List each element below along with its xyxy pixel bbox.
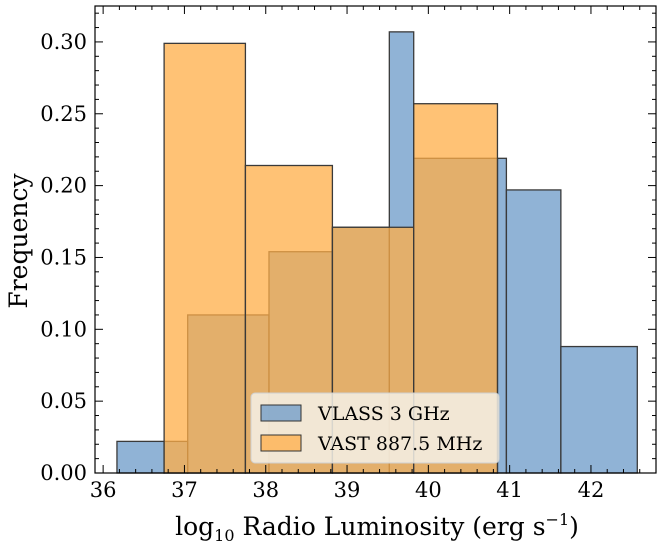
axis-ticks — [95, 6, 657, 474]
plot-frame — [94, 5, 657, 474]
bar-vlass-10 — [560, 345, 638, 474]
x-tick-label: 38 — [252, 478, 279, 502]
y-axis-title: Frequency — [4, 173, 33, 309]
legend: VLASS 3 GHz VAST 887.5 MHz — [250, 392, 500, 464]
y-tick-labels: 0.00 0.05 0.10 0.15 0.20 0.25 0.30 — [40, 30, 87, 485]
legend-box — [250, 392, 500, 464]
y-tick-label: 0.00 — [40, 461, 87, 485]
x-tick-label: 41 — [496, 478, 523, 502]
x-tick-label: 36 — [90, 478, 117, 502]
bar-vast-0 — [163, 42, 247, 474]
x-tick-labels: 36 37 38 39 40 41 42 — [90, 478, 605, 502]
y-tick-label: 0.05 — [40, 389, 87, 413]
legend-swatch-vlass — [260, 404, 302, 422]
legend-label-vast: VAST 887.5 MHz — [317, 433, 482, 455]
y-tick-label: 0.30 — [40, 30, 87, 54]
y-tick-label: 0.10 — [40, 317, 87, 341]
y-tick-label: 0.20 — [40, 174, 87, 198]
y-tick-label: 0.15 — [40, 245, 87, 269]
x-tick-label: 42 — [578, 478, 605, 502]
legend-swatch-vast — [260, 434, 302, 452]
x-tick-label: 40 — [415, 478, 442, 502]
x-tick-label: 37 — [171, 478, 198, 502]
y-tick-label: 0.25 — [40, 102, 87, 126]
x-tick-label: 39 — [334, 478, 361, 502]
bar-vlass-0 — [116, 440, 165, 474]
bar-vlass-9 — [505, 189, 562, 474]
legend-label-vlass: VLASS 3 GHz — [317, 403, 450, 425]
x-axis-title: log10 Radio Luminosity (erg s−1) — [175, 510, 579, 545]
